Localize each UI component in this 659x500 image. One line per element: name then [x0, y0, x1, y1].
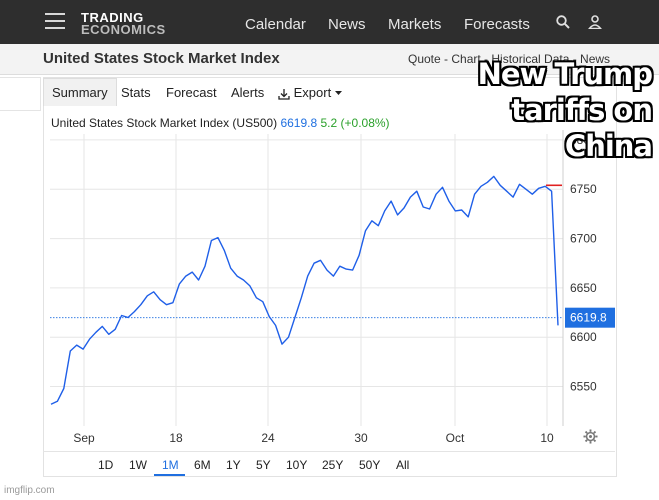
- quote-line: United States Stock Market Index (US500)…: [51, 116, 390, 130]
- nav-calendar[interactable]: Calendar: [245, 16, 306, 33]
- search-icon[interactable]: [556, 15, 570, 29]
- tab-export-label: Export: [293, 85, 332, 100]
- active-range-indicator: [154, 474, 185, 476]
- caption-line-1: New Trump: [477, 57, 653, 91]
- quote-price: 6619.8: [280, 116, 318, 130]
- tab-alerts[interactable]: Alerts: [231, 85, 265, 100]
- tab-stats[interactable]: Stats: [121, 85, 151, 100]
- y-tick-label: 6800: [570, 133, 597, 147]
- tab-forecast[interactable]: Forecast: [166, 85, 217, 100]
- caption-line-2: tariffs on China: [511, 93, 653, 163]
- nav-markets[interactable]: Markets: [388, 16, 442, 33]
- range-1w-button[interactable]: 1W: [129, 458, 147, 472]
- brand-logo-line2[interactable]: ECONOMICS: [81, 22, 166, 37]
- range-selector: [43, 451, 615, 476]
- range-50y-button[interactable]: 50Y: [359, 458, 381, 472]
- y-tick-label: 6650: [570, 281, 597, 295]
- watermark: imgflip.com: [4, 485, 55, 496]
- range-25y-button[interactable]: 25Y: [322, 458, 344, 472]
- brand-logo-line1[interactable]: TRADING: [81, 10, 144, 25]
- quote-change: 5.2 (+0.08%): [320, 116, 390, 130]
- range-1d-button[interactable]: 1D: [98, 458, 114, 472]
- range-all-button[interactable]: All: [396, 458, 410, 472]
- hamburger-menu-icon[interactable]: [45, 13, 65, 29]
- page-title: United States Stock Market Index: [43, 50, 280, 67]
- chart-panel: [43, 77, 617, 477]
- x-tick-label: Oct: [446, 431, 465, 445]
- last-price-badge: [565, 307, 615, 328]
- left-side-panel: [0, 77, 41, 111]
- range-10y-button[interactable]: 10Y: [286, 458, 308, 472]
- last-price-label: 6619.8: [570, 311, 607, 325]
- range-1y-button[interactable]: 1Y: [226, 458, 241, 472]
- y-tick-label: 6600: [570, 330, 597, 344]
- quote-name: United States Stock Market Index (US500): [51, 116, 278, 130]
- nav-news[interactable]: News: [328, 16, 366, 33]
- y-tick-label: 6550: [570, 380, 597, 394]
- page-subheader: [0, 44, 659, 75]
- nav-forecasts[interactable]: Forecasts: [464, 16, 530, 33]
- x-tick-label: 10: [540, 431, 554, 445]
- tab-export[interactable]: Export: [278, 85, 342, 100]
- x-tick-label: 24: [261, 431, 275, 445]
- y-tick-label: 6750: [570, 182, 597, 196]
- x-tick-label: 18: [169, 431, 183, 445]
- tab-summary[interactable]: Summary: [43, 78, 117, 106]
- y-tick-label: 6700: [570, 232, 597, 246]
- range-5y-button[interactable]: 5Y: [256, 458, 271, 472]
- x-tick-label: Sep: [73, 431, 95, 445]
- x-tick-label: 30: [354, 431, 368, 445]
- range-1m-button[interactable]: 1M: [162, 458, 179, 472]
- top-nav-bar: [0, 0, 659, 44]
- settings-gear-icon[interactable]: [583, 429, 598, 444]
- price-series-line: [50, 175, 559, 405]
- download-icon: [278, 88, 290, 100]
- meme-caption: New Trump tariffs on China: [420, 56, 653, 164]
- chevron-down-icon: [334, 91, 342, 96]
- header-links[interactable]: Quote - Chart - Historical Data - News: [408, 52, 611, 66]
- user-account-icon[interactable]: [588, 15, 602, 29]
- range-6m-button[interactable]: 6M: [194, 458, 211, 472]
